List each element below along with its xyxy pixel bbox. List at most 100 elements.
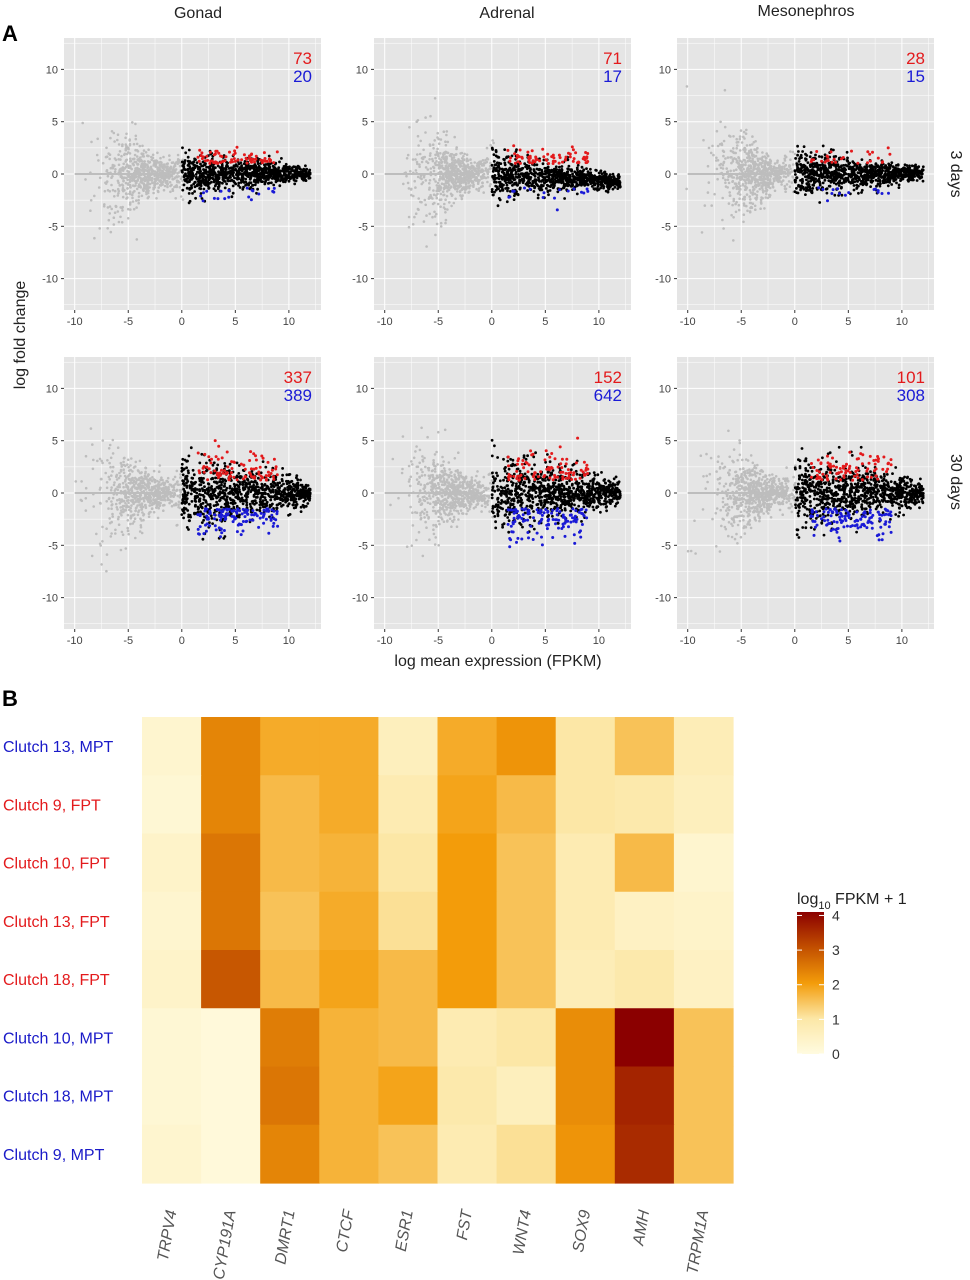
point-not-expressed — [428, 144, 432, 147]
point-not-expressed — [125, 192, 128, 196]
point-expressed — [187, 201, 191, 205]
point-not-expressed — [745, 144, 749, 147]
point-expressed — [840, 185, 843, 189]
point-expressed — [826, 176, 829, 180]
point-expressed — [570, 182, 574, 186]
point-expressed — [517, 173, 521, 177]
point-not-expressed — [142, 149, 146, 152]
point-not-expressed — [120, 154, 123, 158]
point-expressed — [229, 172, 233, 175]
point-not-expressed — [771, 186, 775, 189]
point-not-expressed — [749, 179, 753, 183]
point-expressed — [272, 172, 276, 175]
point-expressed — [804, 193, 807, 197]
point-not-expressed — [445, 133, 448, 137]
point-not-expressed — [447, 170, 451, 173]
point-not-expressed — [127, 170, 131, 174]
point-expressed — [818, 183, 822, 187]
point-expressed — [558, 180, 562, 184]
point-not-expressed — [176, 158, 180, 161]
point-expressed — [494, 149, 498, 152]
point-not-expressed — [439, 198, 443, 201]
point-expressed — [878, 178, 882, 182]
point-not-expressed — [414, 212, 418, 215]
point-not-expressed — [439, 221, 443, 225]
point-expressed — [573, 177, 577, 181]
point-up — [199, 154, 203, 158]
point-not-expressed — [739, 184, 742, 188]
point-not-expressed — [121, 195, 125, 199]
point-expressed — [272, 183, 276, 187]
point-not-expressed — [436, 192, 439, 196]
point-not-expressed — [173, 170, 177, 174]
point-not-expressed — [148, 174, 151, 177]
point-not-expressed — [456, 190, 459, 193]
y-axis-label: log fold change — [12, 281, 29, 390]
point-not-expressed — [754, 208, 757, 211]
point-up — [200, 151, 204, 155]
point-not-expressed — [117, 153, 120, 156]
point-expressed — [202, 187, 206, 191]
point-expressed — [850, 168, 854, 172]
point-not-expressed — [135, 199, 138, 202]
point-not-expressed — [486, 171, 489, 175]
point-not-expressed — [129, 208, 132, 211]
point-expressed — [530, 183, 534, 187]
point-down — [558, 188, 561, 192]
point-not-expressed — [445, 130, 449, 133]
point-not-expressed — [448, 164, 451, 167]
point-expressed — [299, 168, 303, 171]
point-not-expressed — [437, 142, 441, 145]
point-not-expressed — [791, 150, 795, 154]
point-up — [557, 153, 561, 157]
point-expressed — [278, 184, 282, 188]
point-not-expressed — [740, 141, 744, 144]
point-expressed — [551, 182, 555, 186]
point-expressed — [818, 201, 822, 204]
point-expressed — [915, 179, 919, 182]
point-down — [201, 199, 205, 203]
point-expressed — [277, 166, 281, 170]
point-not-expressed — [478, 160, 481, 164]
point-not-expressed — [771, 182, 774, 186]
point-not-expressed — [732, 151, 735, 155]
point-expressed — [800, 170, 803, 174]
point-expressed — [846, 156, 849, 160]
point-down — [223, 197, 227, 201]
point-not-expressed — [116, 210, 120, 213]
point-not-expressed — [108, 205, 112, 208]
point-not-expressed — [763, 207, 766, 210]
point-expressed — [920, 169, 924, 173]
point-not-expressed — [444, 159, 448, 163]
point-expressed — [199, 192, 203, 195]
point-expressed — [298, 172, 302, 176]
point-not-expressed — [136, 158, 139, 161]
point-expressed — [181, 146, 184, 150]
point-expressed — [242, 185, 245, 189]
point-expressed — [544, 187, 548, 190]
point-not-expressed — [791, 176, 795, 179]
point-expressed — [917, 165, 921, 169]
point-not-expressed — [790, 181, 794, 184]
x-tick-label: -10 — [67, 316, 83, 328]
point-expressed — [183, 178, 187, 182]
point-not-expressed — [756, 150, 759, 154]
point-not-expressed — [135, 149, 139, 152]
point-not-expressed — [436, 131, 440, 135]
point-expressed — [290, 174, 294, 178]
point-expressed — [595, 187, 599, 191]
point-not-expressed — [749, 191, 753, 194]
point-up — [242, 153, 246, 157]
point-not-expressed — [162, 168, 166, 171]
point-not-expressed — [466, 165, 470, 169]
point-not-expressed — [117, 143, 121, 146]
point-expressed — [896, 163, 900, 167]
point-not-expressed — [413, 179, 417, 183]
point-not-expressed — [748, 210, 752, 213]
point-expressed — [193, 157, 197, 161]
point-up — [513, 161, 517, 165]
point-not-expressed — [731, 180, 734, 183]
point-expressed — [821, 173, 825, 177]
point-not-expressed — [152, 191, 155, 195]
point-expressed — [914, 163, 917, 167]
